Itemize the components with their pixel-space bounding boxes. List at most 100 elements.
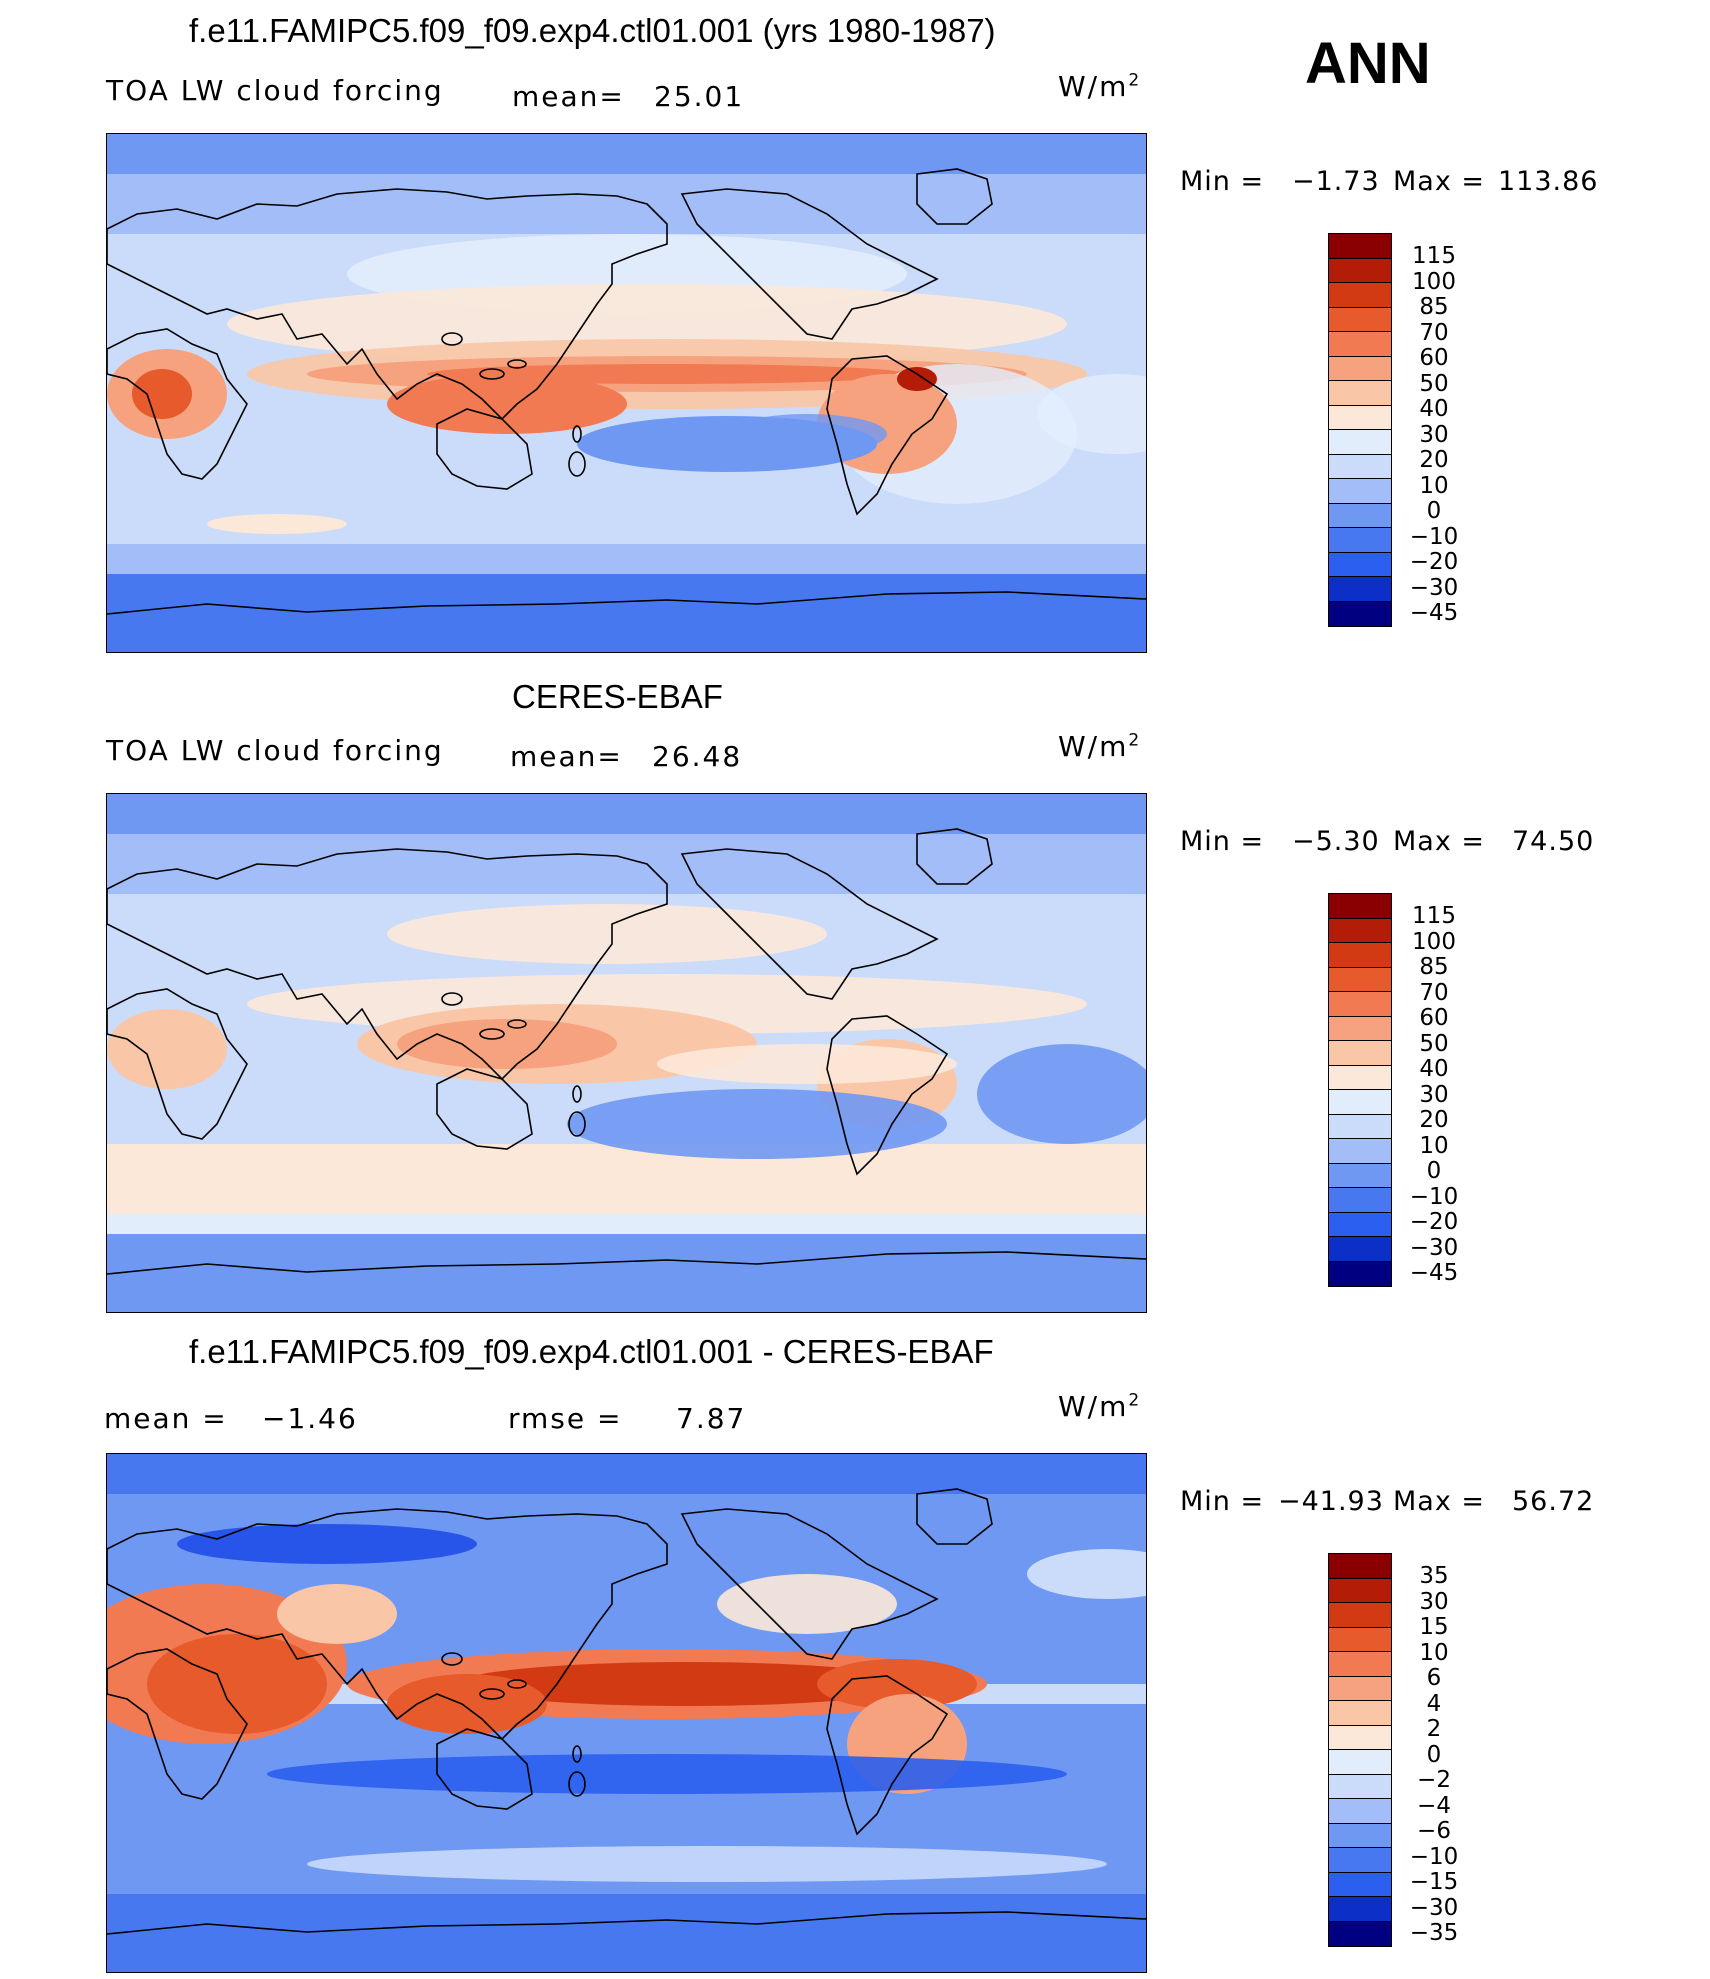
colorbar-swatch <box>1329 332 1391 357</box>
colorbar-tick-label: 40 <box>1419 1056 1449 1082</box>
map-obs <box>106 793 1147 1313</box>
colorbar-tick-label: 50 <box>1419 1030 1449 1057</box>
colorbar-tick-label: 10 <box>1419 1132 1449 1159</box>
min-label: Min = <box>1180 826 1265 857</box>
colorbar-swatch <box>1329 528 1391 553</box>
mean-value: 25.01 <box>654 80 745 113</box>
colorbar-tick-label: 30 <box>1419 1588 1449 1615</box>
colorbar-tick-label: 85 <box>1419 294 1449 320</box>
colorbar-swatch <box>1329 1701 1391 1726</box>
colorbar-swatch <box>1329 1065 1391 1090</box>
colorbar-tick-label: 100 <box>1412 928 1456 955</box>
colorbar-tick-label: 35 <box>1419 1563 1449 1589</box>
colorbar-swatch <box>1329 503 1391 528</box>
colorbar-tick-label: −15 <box>1409 1869 1459 1895</box>
coastlines <box>107 828 1146 1275</box>
colorbar-swatch <box>1329 356 1391 381</box>
colorbar-tick-label: 10 <box>1419 1639 1449 1666</box>
model-field <box>107 134 1146 652</box>
colorbar-swatch <box>1329 552 1391 577</box>
colorbar-tick-label: 0 <box>1426 498 1442 524</box>
colorbar-tick-label: 6 <box>1426 1665 1442 1691</box>
rmse-label: rmse = <box>508 1402 623 1435</box>
colorbar-tick-label: −4 <box>1417 1792 1451 1819</box>
max-value: 113.86 <box>1498 166 1599 197</box>
colorbar-tick-label: −6 <box>1417 1818 1451 1844</box>
units-label: W/m2 <box>1058 730 1142 763</box>
max-label: Max = <box>1393 1486 1486 1517</box>
colorbar-swatch <box>1329 894 1391 919</box>
colorbar-tick-label: 10 <box>1419 472 1449 499</box>
units-label: W/m2 <box>1058 70 1142 103</box>
colorbar-tick-label: 40 <box>1419 396 1449 422</box>
colorbar-swatch <box>1329 1750 1391 1775</box>
colorbar-swatch <box>1329 1139 1391 1164</box>
colorbar-swatch <box>1329 1114 1391 1139</box>
colorbar-swatch <box>1329 1163 1391 1188</box>
variable-label: TOA LW cloud forcing <box>106 74 444 107</box>
colorbar-tick-label: 20 <box>1419 447 1449 473</box>
colorbar-swatch <box>1329 1652 1391 1677</box>
colorbar-tick-label: 4 <box>1426 1690 1442 1717</box>
colorbar-swatch <box>1329 454 1391 479</box>
colorbar-swatch <box>1329 1823 1391 1848</box>
colorbar-tick-label: 0 <box>1426 1741 1442 1768</box>
colorbar-swatch <box>1329 1872 1391 1897</box>
colorbar-swatch <box>1329 1237 1391 1262</box>
colorbar-swatch <box>1329 992 1391 1017</box>
obs-field <box>107 794 1146 1312</box>
colorbar-tick-label: −45 <box>1409 600 1459 626</box>
colorbar-tick-label: −30 <box>1409 1894 1459 1921</box>
variable-label: TOA LW cloud forcing <box>106 734 444 767</box>
colorbar-swatch <box>1329 234 1391 259</box>
colorbar-swatch <box>1329 1016 1391 1041</box>
mean-value: −1.46 <box>262 1402 358 1435</box>
mean-value: 26.48 <box>652 740 743 773</box>
colorbar-tick-label: −45 <box>1409 1260 1459 1286</box>
colorbar-swatch <box>1329 943 1391 968</box>
panel-title: f.e11.FAMIPC5.f09_f09.exp4.ctl01.001 (yr… <box>189 12 996 49</box>
colorbar-swatch <box>1329 967 1391 992</box>
mean-label: mean= <box>512 80 625 113</box>
max-label: Max = <box>1393 826 1486 857</box>
mean-label: mean = <box>104 1402 228 1435</box>
map-model <box>106 133 1147 653</box>
colorbar-tick-label: −30 <box>1409 1234 1459 1261</box>
colorbar-swatch <box>1329 258 1391 283</box>
colorbar-tick-label: −10 <box>1409 523 1459 550</box>
panel-title: CERES-EBAF <box>512 678 723 715</box>
map-diff <box>106 1453 1147 1973</box>
colorbar-swatch <box>1329 601 1391 626</box>
colorbar-tick-label: −10 <box>1409 1183 1459 1210</box>
colorbar-swatch <box>1329 1261 1391 1286</box>
colorbar-swatch <box>1329 1921 1391 1946</box>
colorbar <box>1328 1553 1392 1947</box>
max-label: Max = <box>1393 166 1486 197</box>
colorbar-tick-label: −35 <box>1409 1920 1459 1946</box>
colorbar-tick-label: 30 <box>1419 1081 1449 1108</box>
diff-field <box>107 1454 1146 1972</box>
colorbar-swatch <box>1329 1212 1391 1237</box>
colorbar <box>1328 233 1392 627</box>
colorbar-swatch <box>1329 430 1391 455</box>
colorbar-tick-label: 70 <box>1419 979 1449 1006</box>
colorbar-tick-label: 60 <box>1419 1005 1449 1031</box>
units-label: W/m2 <box>1058 1390 1142 1423</box>
colorbar-swatch <box>1329 1603 1391 1628</box>
colorbar-swatch <box>1329 479 1391 504</box>
season-label: ANN <box>1305 31 1431 96</box>
colorbar-tick-label: 15 <box>1419 1614 1449 1640</box>
colorbar-tick-label: −10 <box>1409 1843 1459 1870</box>
colorbar-tick-label: 85 <box>1419 954 1449 980</box>
colorbar-tick-label: −20 <box>1409 1209 1459 1235</box>
colorbar-swatch <box>1329 1799 1391 1824</box>
colorbar-swatch <box>1329 307 1391 332</box>
colorbar-swatch <box>1329 918 1391 943</box>
colorbar-swatch <box>1329 1578 1391 1603</box>
colorbar-tick-label: −2 <box>1417 1767 1451 1793</box>
colorbar-tick-label: 2 <box>1426 1716 1442 1742</box>
colorbar-swatch <box>1329 1554 1391 1579</box>
colorbar-tick-label: −20 <box>1409 549 1459 575</box>
colorbar-tick-label: 60 <box>1419 345 1449 371</box>
colorbar-tick-label: 50 <box>1419 370 1449 397</box>
